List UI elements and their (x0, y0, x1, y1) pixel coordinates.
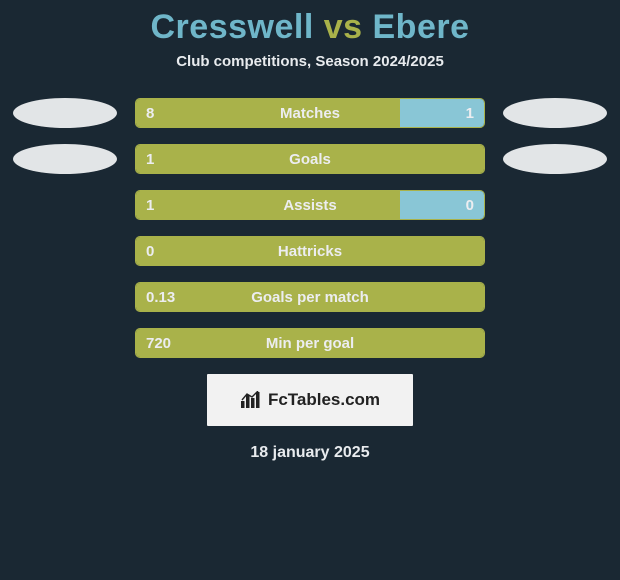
branding-container: FcTables.com (0, 374, 620, 426)
page-title: Cresswell vs Ebere (0, 8, 620, 47)
chart-icon (240, 391, 262, 409)
stat-bar-right-seg (400, 99, 484, 127)
stat-bar-left-seg (136, 191, 400, 219)
stat-row: Assists10 (0, 190, 620, 220)
title-vs: vs (324, 8, 363, 46)
stat-row: Min per goal720 (0, 328, 620, 358)
branding-text: FcTables.com (268, 390, 380, 410)
stat-bar: Matches81 (135, 98, 485, 128)
stat-bar-left-seg (136, 329, 484, 357)
stat-bar-right-seg (400, 191, 484, 219)
stat-bar-left-seg (136, 145, 484, 173)
stat-bar: Min per goal720 (135, 328, 485, 358)
branding-box: FcTables.com (207, 374, 413, 426)
stat-bar: Hattricks0 (135, 236, 485, 266)
stat-row: Matches81 (0, 98, 620, 128)
stat-bar: Goals per match0.13 (135, 282, 485, 312)
player-oval-right (503, 98, 607, 128)
stat-bar-left-seg (136, 99, 400, 127)
stat-row: Goals per match0.13 (0, 282, 620, 312)
stats-rows: Matches81 Goals1 Assists10 Hattricks0 Goals … (0, 98, 620, 358)
date-text: 18 january 2025 (0, 444, 620, 462)
stat-bar-left-seg (136, 283, 484, 311)
player-oval-left (13, 98, 117, 128)
stat-row: Hattricks0 (0, 236, 620, 266)
stat-bar: Goals1 (135, 144, 485, 174)
stat-bar-left-seg (136, 237, 484, 265)
comparison-infographic: Cresswell vs Ebere Club competitions, Se… (0, 0, 620, 462)
player-oval-right (503, 144, 607, 174)
title-player2: Ebere (373, 8, 470, 46)
stat-row: Goals1 (0, 144, 620, 174)
stat-bar: Assists10 (135, 190, 485, 220)
title-player1: Cresswell (151, 8, 314, 46)
player-oval-left (13, 144, 117, 174)
subtitle: Club competitions, Season 2024/2025 (0, 53, 620, 70)
